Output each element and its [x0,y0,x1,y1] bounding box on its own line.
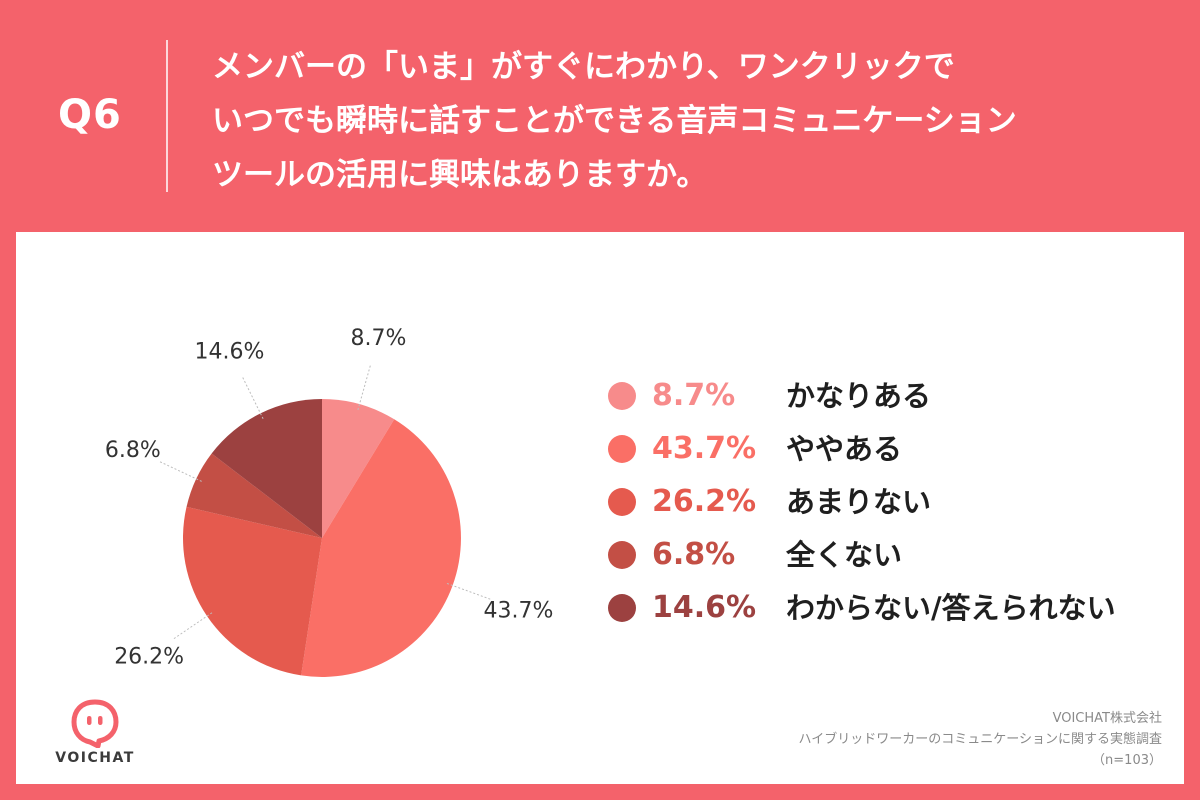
pie-slice-1 [322,399,395,538]
legend-label: ややある [786,432,903,466]
question-header: Q6 メンバーの「いま」がすぐにわかり、ワンクリックで いつでも瞬時に話すことが… [0,0,1200,232]
legend-swatch [608,435,636,463]
pie-leader-1 [357,365,371,411]
source-sample: （n=103） [1092,753,1162,768]
pie-data-label-3: 26.2% [114,644,184,669]
question-number: Q6 [58,92,122,138]
pie-leader-3 [173,612,213,640]
legend-percent: 14.6% [652,590,757,625]
pie-data-label-4: 6.8% [105,438,161,463]
voichat-logo-text: VOICHAT [55,750,135,766]
pie-slice-2 [301,419,461,677]
legend-percent: 6.8% [652,537,736,572]
question-text: メンバーの「いま」がすぐにわかり、ワンクリックで いつでも瞬時に話すことができる… [212,40,1172,202]
question-line-3: ツールの活用に興味はありますか。 [212,157,708,193]
source-note: VOICHAT株式会社 ハイブリッドワーカーのコミュニケーションに関する実態調査… [799,708,1162,771]
pie-slice-5 [211,399,322,538]
legend-swatch [608,594,636,622]
legend-percent: 8.7% [652,378,736,413]
pie-slice-4 [186,453,322,538]
pie-data-label-1: 8.7% [350,326,406,351]
legend-label: わからない/答えられない [786,591,1116,625]
pie-slice-3 [183,506,322,676]
question-line-1: メンバーの「いま」がすぐにわかり、ワンクリックで [212,49,955,85]
legend-label: 全くない [786,538,903,572]
chart-panel: 8.7% 43.7% 26.2% 6.8% 14.6% 8.7% かなりある 43.7% やや… [16,232,1184,784]
voichat-logo-icon [71,699,119,748]
pie-leader-2 [446,582,491,600]
pie-leader-4 [159,461,202,482]
legend-label: かなりある [786,379,932,413]
header-divider [166,40,168,192]
pie-data-label-5: 14.6% [195,340,265,365]
legend-percent: 26.2% [652,484,757,519]
legend-percent: 43.7% [652,431,757,466]
question-line-2: いつでも瞬時に話すことができる音声コミュニケーション [212,103,1017,139]
source-survey: ハイブリッドワーカーのコミュニケーションに関する実態調査 [798,732,1162,747]
pie-chart: 8.7% 43.7% 26.2% 6.8% 14.6% [105,326,553,677]
source-company: VOICHAT株式会社 [1052,711,1162,726]
legend-swatch [608,488,636,516]
pie-data-label-2: 43.7% [483,598,553,623]
legend-swatch [608,541,636,569]
legend-swatch [608,382,636,410]
legend-label: あまりない [786,485,932,519]
pie-leader-5 [242,377,264,419]
